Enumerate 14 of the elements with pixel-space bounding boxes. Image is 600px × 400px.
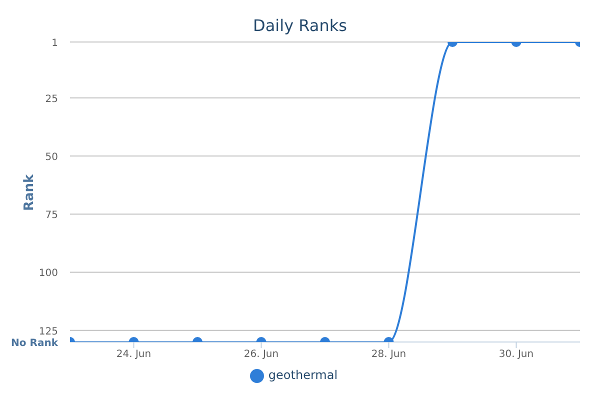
chart-title: Daily Ranks (252, 16, 348, 35)
x-tick-label: 30. Jun (498, 349, 534, 360)
y-tick-label: 50 (45, 152, 58, 163)
x-tick-label: 24. Jun (116, 349, 152, 360)
y-tick-label: 100 (38, 268, 58, 280)
y-axis-title: Rank (22, 174, 37, 211)
y-tick-label: 75 (45, 210, 58, 222)
x-tick-label: 26. Jun (244, 349, 279, 360)
x-tick-label: 28. Jun (371, 349, 406, 360)
legend-label: geothermal (268, 368, 338, 382)
y-tick-label: 125 (38, 326, 58, 338)
y-tick-label: 25 (45, 94, 58, 105)
y-tick-label: 1 (52, 38, 58, 49)
y-tick-label: No Rank (11, 338, 58, 349)
